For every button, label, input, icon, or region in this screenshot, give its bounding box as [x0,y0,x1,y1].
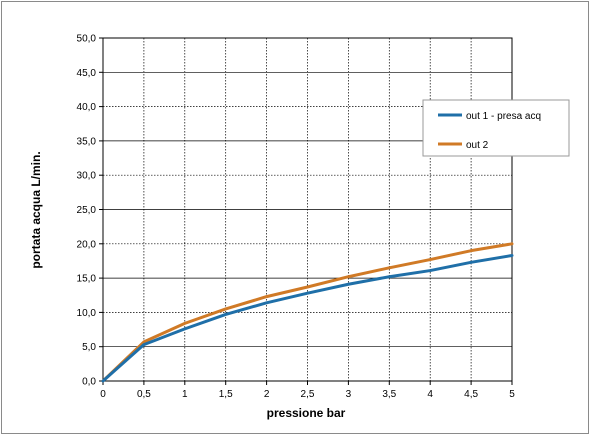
y-tick-labels: 0,0 5,0 10,0 15,0 20,0 25,0 30,0 35,0 40,0 45,0 50… [77,34,97,388]
x-tick-label: 2 [264,389,270,400]
y-tick-label: 5,0 [82,342,96,353]
x-tick-label: 4 [427,389,433,400]
y-tick-label: 35,0 [77,136,97,147]
x-tick-label: 0,5 [137,389,151,400]
series-lines [101,242,514,383]
y-tick-label: 30,0 [77,171,97,182]
y-tick-label: 45,0 [77,68,97,79]
x-tick-label: 3 [346,389,352,400]
y-tick-label: 10,0 [77,308,97,319]
x-tick-label: 1,5 [219,389,233,400]
legend: out 1 - presa acq out 2 [422,99,570,157]
series-line-out1 [101,253,514,383]
y-tick-label: 25,0 [77,205,97,216]
x-tick-label: 0 [100,389,106,400]
legend-box [422,99,570,157]
series-line-out2 [101,242,514,383]
y-tick-label: 20,0 [77,239,97,250]
legend-label-out2: out 2 [466,140,489,151]
x-tick-label: 5 [509,389,515,400]
y-tick-label: 40,0 [77,102,97,113]
x-tick-label: 2,5 [301,389,315,400]
y-axis-title: portata acqua L/min. [29,151,43,268]
x-tick-label: 3,5 [382,389,396,400]
x-tick-labels: 0 0,5 1 1,5 2 2,5 3 3,5 4 4,5 5 [100,389,515,400]
x-tick-label: 1 [182,389,188,400]
y-tick-label: 0,0 [82,377,96,388]
y-tick-label: 15,0 [77,274,97,285]
x-axis-title: pressione bar [267,406,346,420]
axes [99,37,513,385]
x-tick-label: 4,5 [464,389,478,400]
legend-label-out1: out 1 - presa acq [466,111,541,122]
y-tick-label: 50,0 [77,34,97,45]
